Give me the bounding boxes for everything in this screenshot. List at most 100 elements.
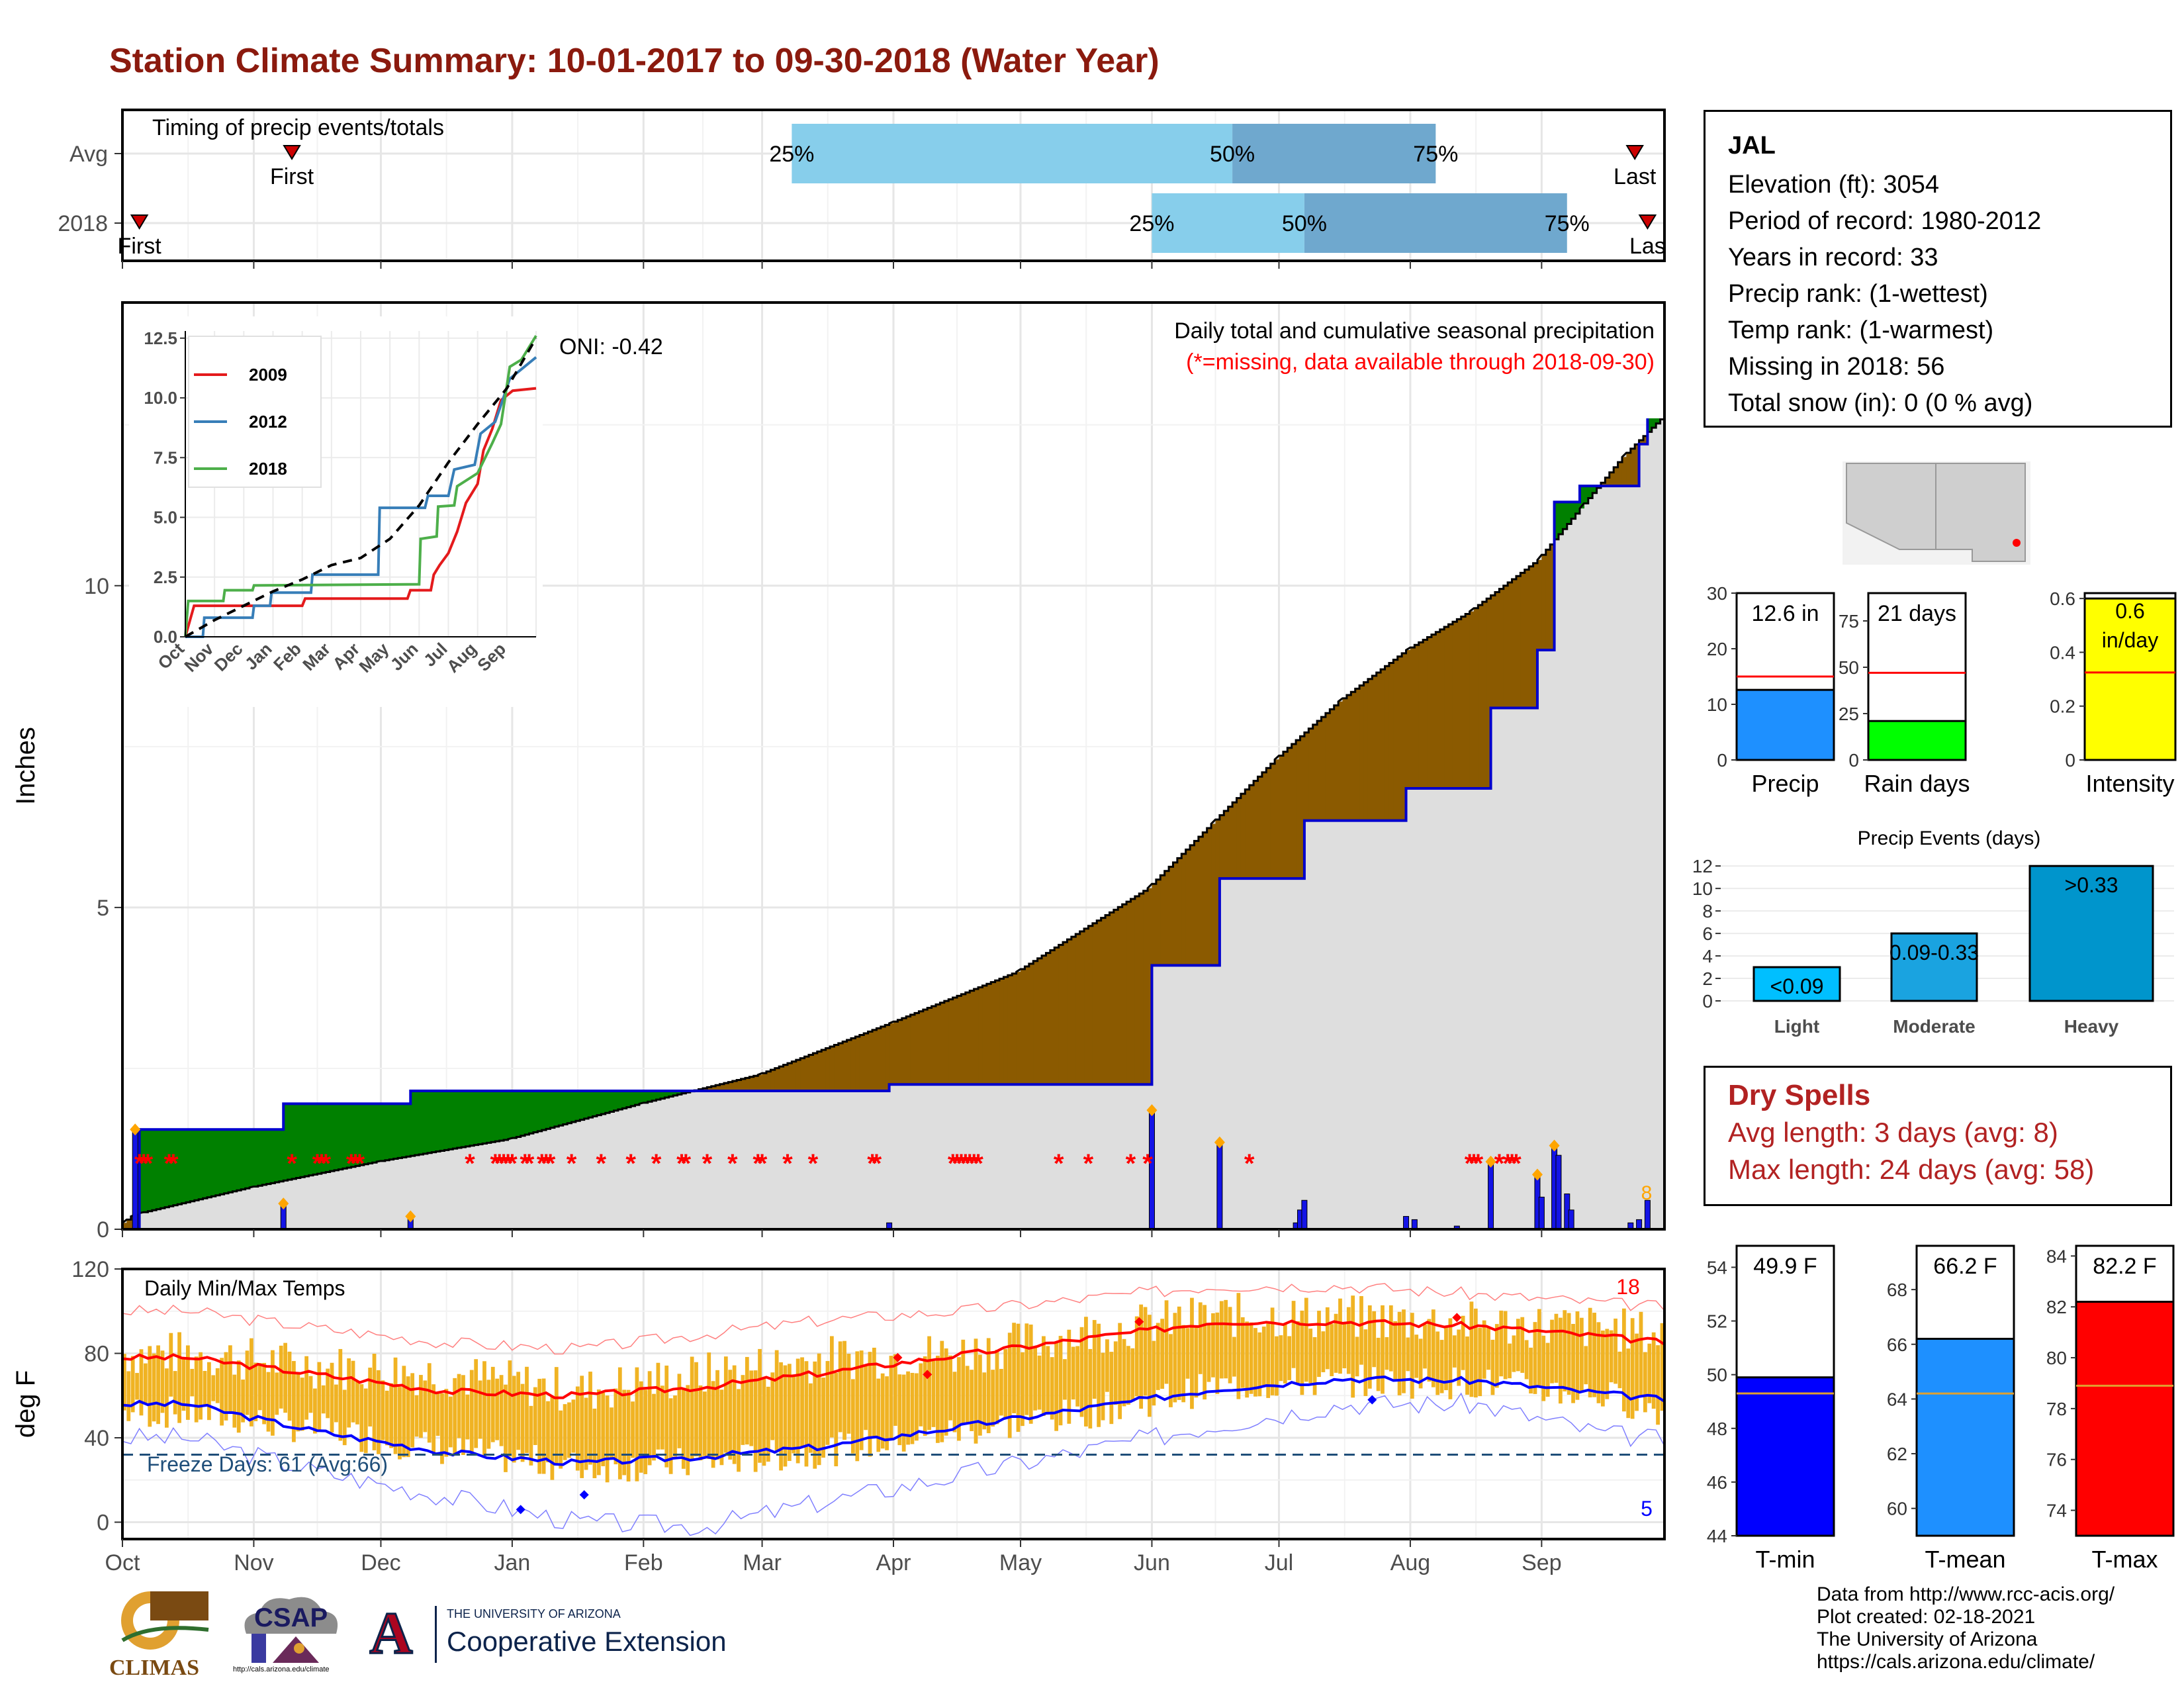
temps-daily-range-bar — [588, 1372, 592, 1465]
precip-diff-band — [525, 1090, 530, 1135]
temps-daily-range-bar — [834, 1372, 839, 1467]
temp-summary-ytick-label: 48 — [1707, 1419, 1727, 1439]
precip-diff-band — [1516, 576, 1521, 708]
precip-diff-band — [846, 1039, 852, 1091]
temps-daily-range-bar — [1016, 1323, 1021, 1432]
temps-daily-range-bar — [241, 1380, 245, 1423]
precip-diff-band — [1533, 563, 1538, 708]
temps-daily-range-bar — [1397, 1311, 1402, 1395]
precip-diff-band — [1537, 559, 1542, 650]
precip-diff-band — [792, 1061, 797, 1091]
temps-daily-range-bar — [482, 1361, 486, 1458]
precip-diff-band — [1249, 785, 1254, 879]
precip-diff-band — [275, 1129, 280, 1183]
temp-summary-category-label-0: T-min — [1756, 1546, 1815, 1573]
precip-diff-band — [194, 1129, 199, 1201]
precip-diff-band — [588, 1090, 594, 1118]
temps-daily-range-bar — [1630, 1318, 1635, 1419]
temp-summary-bar-1 — [1915, 1337, 2015, 1537]
events-ytick-label: 12 — [1692, 856, 1713, 876]
temps-daily-range-bar — [368, 1368, 373, 1427]
events-category-light: Light — [1774, 1016, 1819, 1037]
precip-diff-band — [779, 1066, 784, 1091]
precip-daily-max-marker — [1146, 1104, 1158, 1117]
temps-daily-range-bar — [478, 1380, 482, 1439]
precip-diff-band — [974, 989, 979, 1085]
precip-diff-band — [419, 1090, 424, 1154]
temps-daily-range-bar — [1499, 1310, 1504, 1377]
station-snow: Total snow (in): 0 (0 % avg) — [1728, 389, 2033, 417]
precip-diff-band — [512, 1090, 517, 1139]
precip-diff-band — [453, 1090, 458, 1149]
temps-daily-range-bar — [1639, 1311, 1643, 1397]
precip-diff-band — [1109, 912, 1115, 1085]
precip-diff-band — [1084, 928, 1089, 1085]
temps-daily-range-bar — [232, 1374, 237, 1428]
temps-daily-range-bar — [1600, 1331, 1605, 1407]
temps-daily-range-bar — [1203, 1305, 1207, 1400]
month-axis-label-Feb: Feb — [624, 1550, 663, 1575]
temps-daily-range-bar — [359, 1384, 364, 1452]
precip-diff-band — [1363, 682, 1369, 821]
precip-diff-band — [1143, 890, 1148, 1085]
timing-bar-lower-2018 — [1152, 193, 1304, 253]
precip-missing-marker: * — [625, 1149, 636, 1178]
csap-cloud-icon — [244, 1597, 338, 1663]
temps-title: Daily Min/Max Temps — [144, 1276, 345, 1300]
precip-diff-band — [1656, 418, 1661, 424]
precip-corner-label: 8 — [1641, 1182, 1653, 1204]
temps-daily-range-bar — [1520, 1317, 1525, 1373]
footer-url: https://cals.arizona.edu/climate/ — [1817, 1651, 2095, 1673]
precip-diff-band — [804, 1056, 809, 1091]
temps-daily-range-bar — [1050, 1357, 1054, 1420]
temps-daily-range-bar — [927, 1336, 931, 1430]
precip-diff-band — [381, 1103, 386, 1161]
temp-summary-value-label-2: 82.2 F — [2093, 1254, 2156, 1279]
precip-diff-band — [1452, 622, 1457, 789]
temps-daily-range-bar — [1626, 1348, 1631, 1419]
temps-daily-range-bar — [1367, 1305, 1372, 1389]
precip-diff-band — [1410, 647, 1415, 789]
precip-diff-band — [1075, 934, 1081, 1085]
month-axis-label-Aug: Aug — [1390, 1550, 1431, 1575]
temps-record-low-marker-1 — [579, 1490, 589, 1500]
precip-diff-band — [1397, 656, 1402, 821]
precip-diff-band — [1351, 692, 1356, 821]
temps-daily-range-bar — [474, 1359, 478, 1448]
temps-daily-range-bar — [508, 1360, 512, 1457]
temps-daily-range-bar — [1169, 1334, 1173, 1407]
precip-diff-band — [567, 1090, 572, 1123]
temp-summary-ytick-label: 76 — [2046, 1450, 2067, 1470]
temps-daily-range-bar — [1042, 1336, 1046, 1417]
precip-diff-band — [872, 1029, 877, 1091]
temp-summary-ytick-label: 60 — [1887, 1499, 1907, 1519]
timing-label-25-Avg: 25% — [769, 142, 814, 167]
inset-ytick-label: 7.5 — [154, 447, 177, 467]
temps-daily-range-bar — [135, 1373, 139, 1400]
temps-daily-range-bar — [770, 1372, 775, 1440]
precip-diff-band — [728, 1082, 733, 1091]
temps-daily-range-bar — [1359, 1295, 1363, 1365]
precip-diff-band — [1617, 462, 1623, 487]
precip-diff-band — [296, 1103, 301, 1178]
precip-daily-bar — [1488, 1161, 1494, 1230]
temps-daily-range-bar — [1452, 1335, 1457, 1368]
precip-diff-band — [1232, 802, 1238, 879]
precip-diff-band — [559, 1090, 564, 1126]
precip-diff-band — [410, 1090, 416, 1156]
events-ytick-label: 8 — [1702, 901, 1713, 921]
precip-diff-band — [211, 1129, 216, 1197]
temps-daily-range-bar — [1211, 1313, 1215, 1378]
precip-missing-marker: * — [1126, 1149, 1136, 1178]
temps-daily-range-bar — [1351, 1295, 1355, 1398]
dry-spells-title: Dry Spells — [1728, 1079, 1871, 1111]
precip-diff-band — [385, 1103, 390, 1160]
precip-diff-band — [1253, 780, 1259, 879]
precip-diff-band — [292, 1103, 297, 1179]
precip-diff-band — [965, 992, 970, 1085]
precip-diff-band — [1261, 772, 1267, 879]
temps-record-max-count: 18 — [1616, 1275, 1640, 1299]
precip-missing-marker: * — [702, 1149, 713, 1178]
station-years: Years in record: 33 — [1728, 244, 1938, 271]
events-ytick-label: 0 — [1702, 991, 1713, 1011]
